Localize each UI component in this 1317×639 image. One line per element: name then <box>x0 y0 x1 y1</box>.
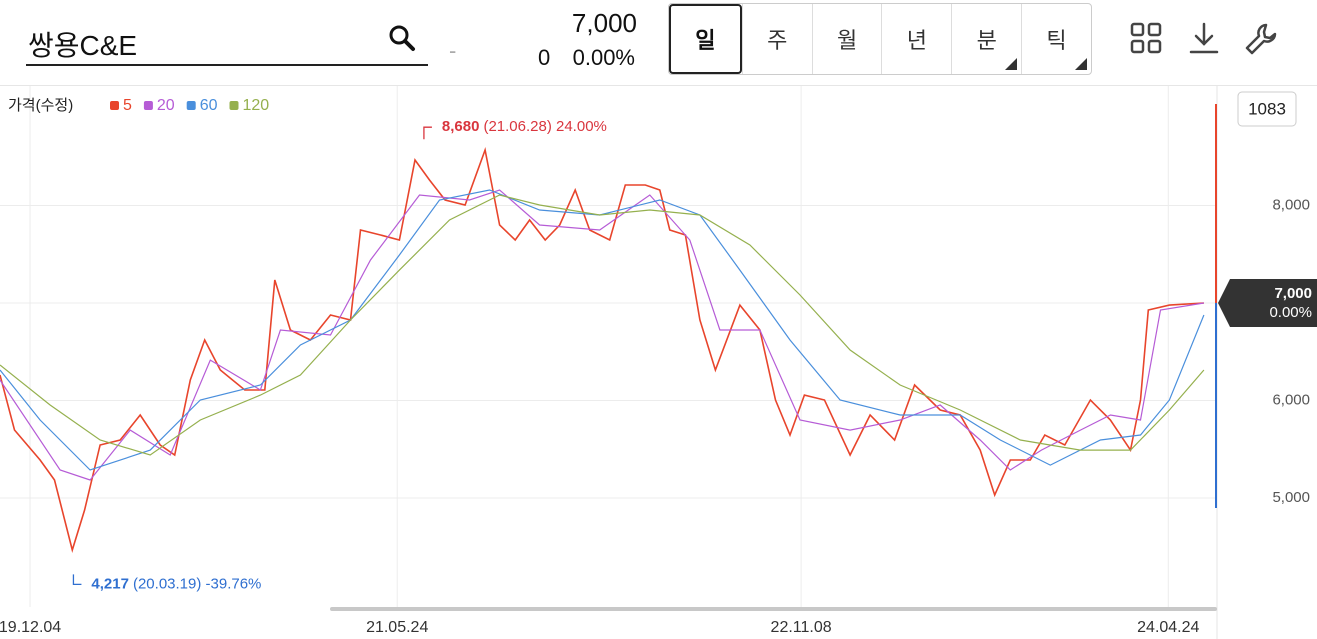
legend-label: 60 <box>200 97 218 114</box>
series-line <box>0 189 1205 471</box>
period-tab[interactable]: 년 <box>881 4 951 74</box>
download-icon[interactable] <box>1188 22 1220 54</box>
annotation-arrow <box>72 574 82 586</box>
period-tab[interactable]: 분 <box>951 4 1021 74</box>
scrollbar <box>330 607 1217 611</box>
settings-icon[interactable] <box>1244 22 1278 56</box>
x-tick-label: 22.11.08 <box>771 619 832 636</box>
chart: 5,000 6,000 7,000 8,000 19.12.04 21.05.24 22.1… <box>0 86 1317 639</box>
price-tag-change: 0.00% <box>1269 304 1312 321</box>
legend-label: 120 <box>243 97 270 114</box>
period-tab[interactable]: 월 <box>811 4 882 74</box>
period-tab[interactable]: 일 <box>669 4 742 74</box>
legend-label: 20 <box>157 97 175 114</box>
annotation-detail: (20.03.19) -39.76% <box>133 575 261 592</box>
x-tick-label: 19.12.04 <box>0 619 61 636</box>
y-tick-label: 6,000 <box>1272 391 1310 408</box>
period-tab[interactable]: 틱 <box>1021 4 1091 74</box>
annotation-value: 4,217 <box>91 575 129 592</box>
legend-swatch <box>229 101 239 110</box>
y-tick-label: 8,000 <box>1272 196 1310 213</box>
legend-swatch <box>143 101 153 110</box>
search-text: 쌍용C&E <box>28 30 138 61</box>
series-line <box>0 194 1205 456</box>
annotation-detail: (21.06.28) 24.00% <box>483 118 606 135</box>
legend-label: 5 <box>123 97 132 114</box>
legend-swatch <box>186 101 196 110</box>
series-line <box>0 147 1204 553</box>
search-box[interactable]: 쌍용C&E <box>26 14 428 66</box>
annotation-value: 8,680 <box>442 118 480 135</box>
candle-count: 1083 <box>1248 99 1286 118</box>
price-tag-value: 7,000 <box>1274 285 1312 302</box>
search-icon[interactable] <box>388 24 416 52</box>
change: 0 <box>538 45 551 70</box>
price-tag <box>1218 279 1317 328</box>
x-tick-label: 21.05.24 <box>366 619 428 636</box>
legend-title: 가격(수정) <box>8 97 73 114</box>
x-tick-label: 24.04.24 <box>1137 619 1199 636</box>
change-rate: 0.00% <box>572 45 635 70</box>
change-sign: - <box>449 38 457 63</box>
price: 7,000 <box>571 8 637 38</box>
annotation-arrow <box>423 126 432 140</box>
series-line <box>0 189 1204 481</box>
legend-swatch <box>110 101 119 110</box>
period-tab[interactable]: 주 <box>741 4 812 74</box>
y-tick-label: 5,000 <box>1272 489 1310 506</box>
layout-icon[interactable] <box>1130 22 1162 54</box>
count-box <box>1237 91 1297 127</box>
